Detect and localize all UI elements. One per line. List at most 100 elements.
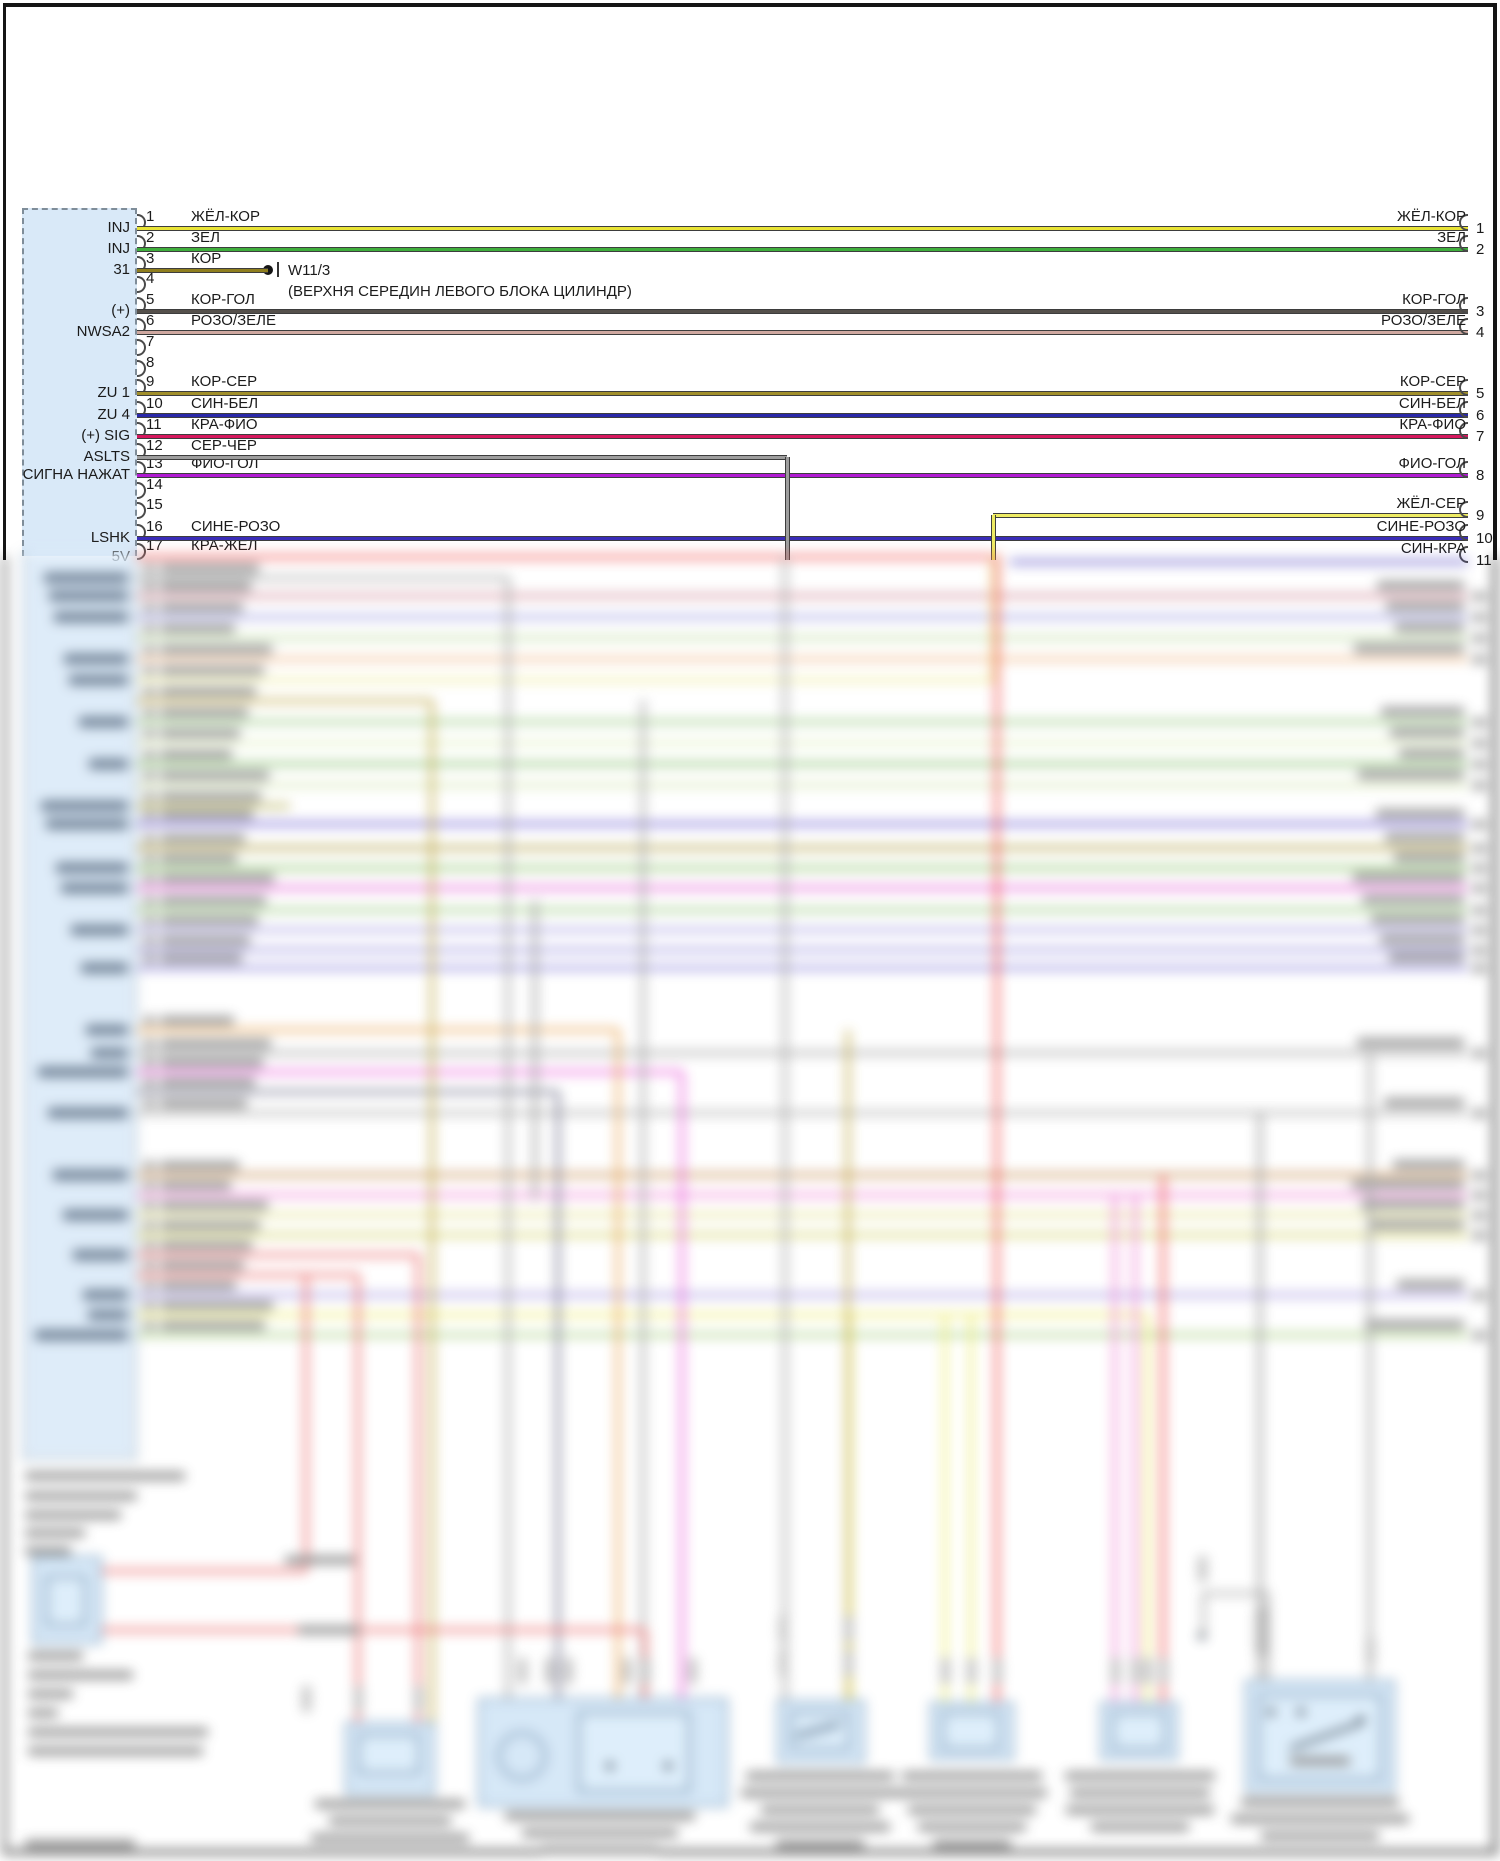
blurred-wire-label [160, 792, 261, 801]
blurred-caption-line [897, 1789, 1047, 1797]
wire-color-label: КРА-ЖЁЛ [191, 537, 258, 554]
connector-pin-label: ZU 4 [97, 406, 130, 423]
wire-color-label: КОР-СЕР [1399, 373, 1466, 390]
blurred-pin-number [144, 954, 155, 963]
blurred-pin-number [1473, 946, 1486, 955]
blurred-wire [102, 1628, 645, 1632]
connector-stub [565, 1658, 572, 1684]
blurred-pin-number [1473, 781, 1486, 790]
blurred-pin-number [144, 1201, 155, 1210]
blurred-pin-number [144, 666, 155, 675]
blurred-caption-line [25, 1529, 85, 1537]
blurred-wire-label [160, 1181, 231, 1190]
symbol-dot [606, 1762, 614, 1770]
blurred-pin-number [1473, 613, 1486, 622]
connector-stub [1367, 1638, 1374, 1664]
blurred-wire-vertical [1113, 1195, 1117, 1702]
blurred-caption-line [1290, 1757, 1350, 1765]
connector-pin-label: ZU 1 [97, 384, 130, 401]
blurred-pin-number [1473, 1109, 1486, 1118]
wire-vertical [785, 457, 790, 560]
blurred-caption-line [750, 1823, 890, 1831]
blurred-wire-label [1376, 809, 1464, 818]
blurred-pin-number [1473, 655, 1486, 664]
connector-stub [1112, 1658, 1119, 1684]
blurred-wire-label [160, 1261, 244, 1270]
blurred-wire-vertical [506, 578, 510, 1698]
blurred-caption-line [25, 1472, 185, 1480]
blurred-wire-label [160, 624, 235, 633]
blurred-caption-line [28, 1652, 83, 1660]
blurred-pin-number [144, 1181, 155, 1190]
blurred-wire-vertical [1258, 1113, 1262, 1680]
blurred-connector-label [41, 801, 128, 811]
blurred-wire [137, 1070, 682, 1074]
connector-pin-label: (+) SIG [81, 427, 130, 444]
connector-pin-label: INJ [107, 219, 131, 236]
blurred-wire-label [160, 564, 259, 573]
pin-hook [137, 339, 146, 356]
blurred-wire [137, 1293, 1468, 1297]
blurred-wire-vertical [995, 557, 999, 1702]
blurred-wire-label [1394, 853, 1464, 862]
wire [137, 434, 1468, 439]
blurred-pin-number [144, 834, 155, 843]
component-inner [358, 1734, 420, 1774]
blurred-wire-label [160, 1161, 239, 1170]
blurred-connector-label [54, 612, 128, 622]
blurred-wire [137, 678, 993, 682]
blurred-caption-line [933, 1840, 1011, 1848]
left-connector-block [22, 208, 137, 556]
blurred-wire-label [160, 582, 251, 591]
blurred-pin-number [1473, 864, 1486, 873]
wire-color-label: КРА-ФИО [1399, 416, 1466, 433]
blurred-caption-line [541, 1846, 659, 1854]
pin-number: 4 [1476, 324, 1485, 341]
pin-number: 12 [146, 437, 163, 454]
blurred-wire-label [160, 1058, 263, 1067]
splice-location: (ВЕРХНЯ СЕРЕДИН ЛЕВОГО БЛОКА ЦИЛИНДР) [288, 283, 632, 300]
connector-stub [968, 1658, 975, 1684]
blurred-wire-label [1393, 1160, 1464, 1169]
blurred-wire-label [160, 874, 274, 883]
connector-stub [845, 1616, 852, 1642]
wire-color-label: КОР-ГОЛ [1402, 291, 1466, 308]
blurred-wire-label [160, 729, 240, 738]
component-inner [1112, 1712, 1166, 1750]
component-inner [942, 1712, 1000, 1750]
blurred-wire-label [160, 916, 258, 925]
splice-code: W11/3 [288, 262, 331, 279]
blurred-pin-number [144, 1016, 155, 1025]
connector-stub [780, 1650, 787, 1676]
connector-stub [942, 1658, 949, 1684]
wire-color-label: КОР-ГОЛ [191, 291, 255, 308]
connector-pin-label: INJ [107, 240, 131, 257]
pin-number: 17 [146, 537, 163, 554]
wire-color-label: СИН-БЕЛ [191, 395, 259, 412]
connector-stub [624, 1658, 631, 1684]
blurred-wire [137, 699, 432, 703]
pin-number: 1 [146, 208, 155, 225]
blurred-wire [137, 928, 1468, 932]
blurred-connector-label [38, 1067, 128, 1077]
blurred-wire [1010, 560, 1468, 564]
wire [137, 391, 1468, 396]
pin-hook [137, 543, 146, 560]
blurred-wire [137, 636, 1468, 640]
pin-hook [1459, 501, 1468, 518]
blurred-caption-line [25, 1547, 71, 1555]
blurred-wire-vertical [1145, 1315, 1149, 1702]
blurred-wire-vertical [943, 1315, 947, 1702]
pin-number: 3 [1476, 303, 1485, 320]
blurred-wire-label [1384, 1098, 1464, 1107]
blurred-wire-label [160, 1078, 255, 1087]
connector-stub [303, 1686, 310, 1712]
pin-hook [1459, 461, 1468, 478]
blurred-pin-number [144, 729, 155, 738]
component-inner [46, 1576, 86, 1626]
blurred-wire [137, 1090, 558, 1094]
wire-color-label: КОР [191, 250, 222, 267]
blurred-wire-label [160, 1281, 236, 1290]
connector-pin-label: NWSA2 [76, 323, 130, 340]
